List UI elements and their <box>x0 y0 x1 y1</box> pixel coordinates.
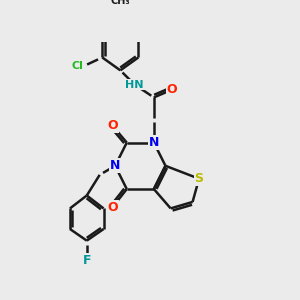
Text: F: F <box>82 254 91 266</box>
Text: CH₃: CH₃ <box>110 0 130 6</box>
Text: S: S <box>194 172 203 185</box>
Text: Cl: Cl <box>71 61 83 71</box>
Text: N: N <box>110 159 120 172</box>
Text: O: O <box>107 119 118 132</box>
Text: N: N <box>149 136 159 149</box>
Text: O: O <box>167 83 177 96</box>
Text: HN: HN <box>125 80 144 89</box>
Text: O: O <box>107 201 118 214</box>
